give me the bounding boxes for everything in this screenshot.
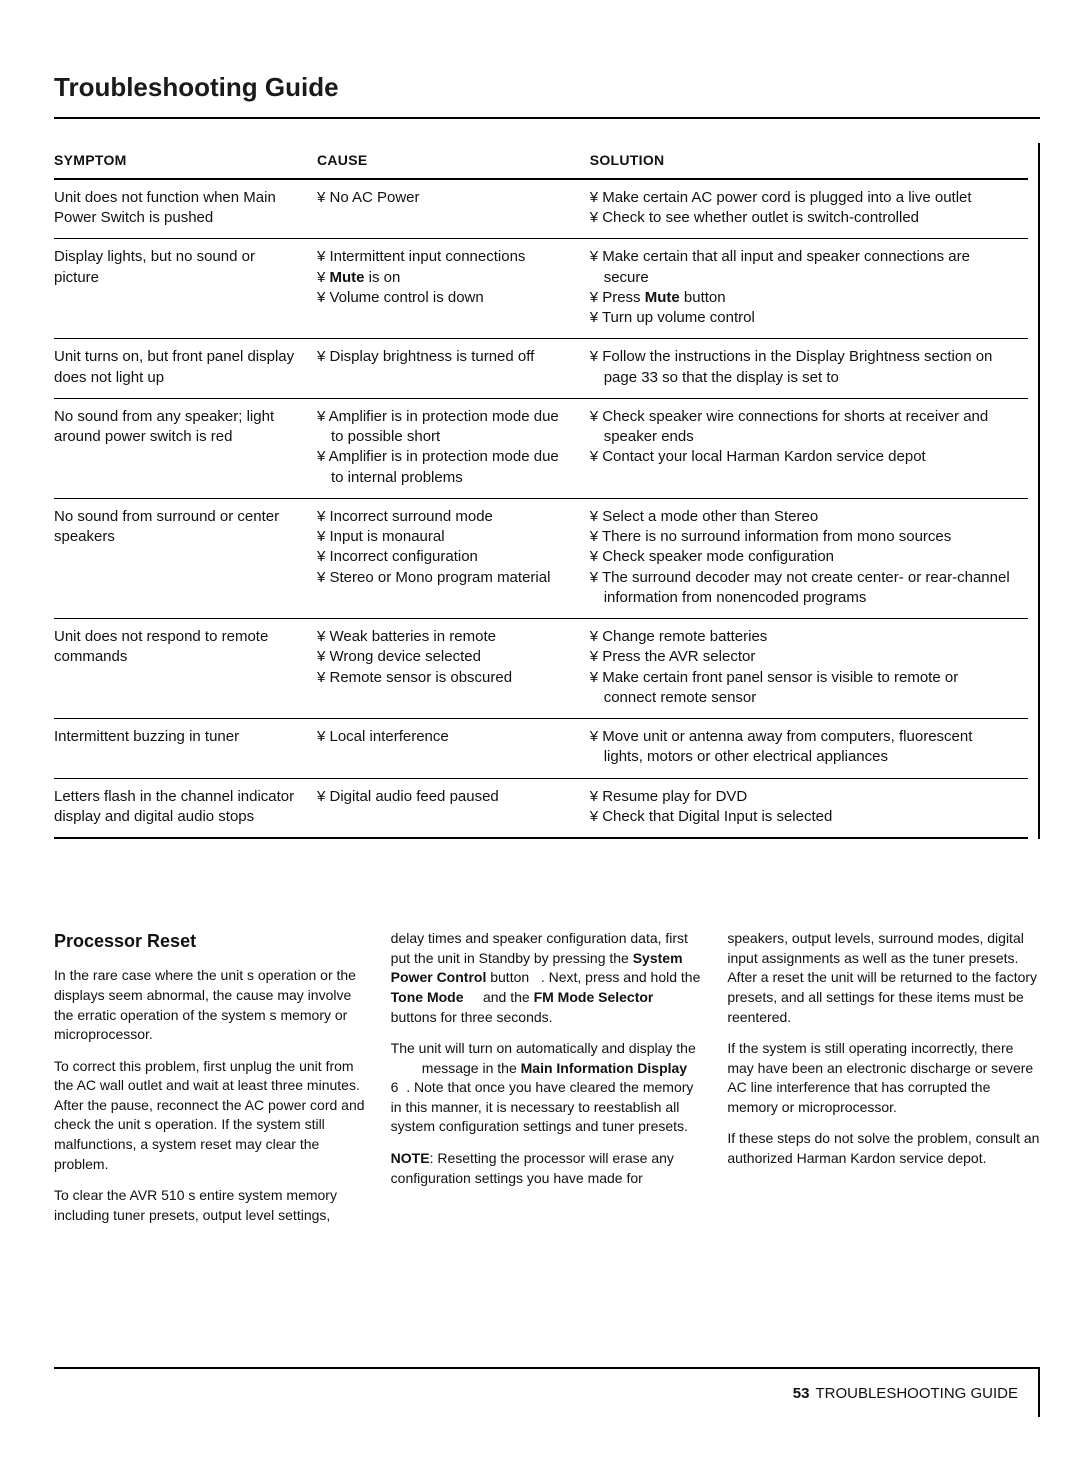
processor-reset-section: Processor Reset In the rare case where t…	[54, 929, 1040, 1237]
solution-item: Press the AVR selector	[590, 647, 1012, 667]
symptom-cell: No sound from any speaker; light around …	[54, 398, 317, 498]
solution-cell: Change remote batteriesPress the AVR sel…	[590, 619, 1028, 719]
cause-item: Digital audio feed paused	[317, 787, 574, 807]
reset-heading: Processor Reset	[54, 929, 367, 954]
cause-cell: Incorrect surround modeInput is monaural…	[317, 498, 590, 618]
body-paragraph: In the rare case where the unit s operat…	[54, 966, 367, 1044]
cause-item: Display brightness is turned off	[317, 347, 574, 367]
cause-item: Weak batteries in remote	[317, 627, 574, 647]
symptom-cell: Letters flash in the channel indicator d…	[54, 778, 317, 838]
body-paragraph: If these steps do not solve the problem,…	[727, 1129, 1040, 1168]
symptom-cell: Unit does not respond to remote commands	[54, 619, 317, 719]
symptom-cell: Unit does not function when Main Power S…	[54, 179, 317, 239]
solution-item: Resume play for DVD	[590, 787, 1012, 807]
body-paragraph: If the system is still operating incorre…	[727, 1039, 1040, 1117]
table-row: Letters flash in the channel indicator d…	[54, 778, 1028, 838]
cause-item: Amplifier is in protection mode due to i…	[317, 447, 574, 488]
title-rule	[54, 117, 1040, 119]
cause-item: Incorrect surround mode	[317, 507, 574, 527]
solution-item: Follow the instructions in the Display B…	[590, 347, 1012, 388]
cause-cell: Amplifier is in protection mode due to p…	[317, 398, 590, 498]
table-row: Unit does not function when Main Power S…	[54, 179, 1028, 239]
cause-item: Mute is on	[317, 268, 574, 288]
cause-item: Input is monaural	[317, 527, 574, 547]
footer-label: TROUBLESHOOTING GUIDE	[815, 1385, 1018, 1402]
cause-item: Intermittent input connections	[317, 247, 574, 267]
reset-col-3: speakers, output levels, surround modes,…	[727, 929, 1040, 1237]
cause-item: Incorrect configuration	[317, 547, 574, 567]
solution-item: The surround decoder may not create cent…	[590, 568, 1012, 609]
table-row: Unit turns on, but front panel display d…	[54, 339, 1028, 399]
body-paragraph: To clear the AVR 510 s entire system mem…	[54, 1186, 367, 1225]
body-paragraph: NOTE: Resetting the processor will erase…	[391, 1149, 704, 1188]
body-paragraph: speakers, output levels, surround modes,…	[727, 929, 1040, 1027]
cause-item: Volume control is down	[317, 288, 574, 308]
table-row: Intermittent buzzing in tunerLocal inter…	[54, 719, 1028, 779]
body-paragraph: The unit will turn on automatically and …	[391, 1039, 704, 1137]
solution-item: Check that Digital Input is selected	[590, 807, 1012, 827]
solution-item: Turn up volume control	[590, 308, 1012, 328]
header-symptom: SYMPTOM	[54, 143, 317, 179]
solution-item: There is no surround information from mo…	[590, 527, 1012, 547]
reset-col-1: Processor Reset In the rare case where t…	[54, 929, 367, 1237]
body-paragraph: To correct this problem, first unplug th…	[54, 1057, 367, 1175]
troubleshooting-table: SYMPTOM CAUSE SOLUTION Unit does not fun…	[54, 143, 1028, 839]
cause-cell: Digital audio feed paused	[317, 778, 590, 838]
header-cause: CAUSE	[317, 143, 590, 179]
solution-item: Change remote batteries	[590, 627, 1012, 647]
symptom-cell: Intermittent buzzing in tuner	[54, 719, 317, 779]
solution-cell: Move unit or antenna away from computers…	[590, 719, 1028, 779]
cause-item: Stereo or Mono program material	[317, 568, 574, 588]
solution-item: Check to see whether outlet is switch-co…	[590, 208, 1012, 228]
solution-item: Check speaker mode configuration	[590, 547, 1012, 567]
solution-cell: Make certain AC power cord is plugged in…	[590, 179, 1028, 239]
solution-cell: Follow the instructions in the Display B…	[590, 339, 1028, 399]
solution-cell: Make certain that all input and speaker …	[590, 239, 1028, 339]
page-footer: 53 TROUBLESHOOTING GUIDE	[54, 1367, 1040, 1417]
page: Troubleshooting Guide SYMPTOM CAUSE SOLU…	[0, 0, 1080, 1457]
cause-item: Amplifier is in protection mode due to p…	[317, 407, 574, 448]
solution-item: Make certain that all input and speaker …	[590, 247, 1012, 288]
symptom-cell: Display lights, but no sound or picture	[54, 239, 317, 339]
solution-cell: Resume play for DVDCheck that Digital In…	[590, 778, 1028, 838]
page-number: 53	[793, 1385, 810, 1402]
solution-item: Make certain front panel sensor is visib…	[590, 668, 1012, 709]
troubleshooting-table-wrap: SYMPTOM CAUSE SOLUTION Unit does not fun…	[54, 143, 1040, 839]
header-solution: SOLUTION	[590, 143, 1028, 179]
body-paragraph: delay times and speaker configuration da…	[391, 929, 704, 1027]
solution-cell: Check speaker wire connections for short…	[590, 398, 1028, 498]
table-row: Unit does not respond to remote commands…	[54, 619, 1028, 719]
table-row: Display lights, but no sound or pictureI…	[54, 239, 1028, 339]
table-row: No sound from any speaker; light around …	[54, 398, 1028, 498]
cause-item: No AC Power	[317, 188, 574, 208]
solution-cell: Select a mode other than StereoThere is …	[590, 498, 1028, 618]
cause-item: Local interference	[317, 727, 574, 747]
solution-item: Press Mute button	[590, 288, 1012, 308]
symptom-cell: Unit turns on, but front panel display d…	[54, 339, 317, 399]
solution-item: Move unit or antenna away from computers…	[590, 727, 1012, 768]
cause-item: Remote sensor is obscured	[317, 668, 574, 688]
symptom-cell: No sound from surround or center speaker…	[54, 498, 317, 618]
solution-item: Select a mode other than Stereo	[590, 507, 1012, 527]
cause-cell: Weak batteries in remoteWrong device sel…	[317, 619, 590, 719]
cause-item: Wrong device selected	[317, 647, 574, 667]
reset-col-2: delay times and speaker configuration da…	[391, 929, 704, 1237]
solution-item: Make certain AC power cord is plugged in…	[590, 188, 1012, 208]
cause-cell: No AC Power	[317, 179, 590, 239]
solution-item: Check speaker wire connections for short…	[590, 407, 1012, 448]
page-title: Troubleshooting Guide	[54, 72, 1040, 103]
cause-cell: Local interference	[317, 719, 590, 779]
solution-item: Contact your local Harman Kardon service…	[590, 447, 1012, 467]
cause-cell: Display brightness is turned off	[317, 339, 590, 399]
footer-inner: 53 TROUBLESHOOTING GUIDE	[54, 1369, 1040, 1417]
table-row: No sound from surround or center speaker…	[54, 498, 1028, 618]
cause-cell: Intermittent input connectionsMute is on…	[317, 239, 590, 339]
